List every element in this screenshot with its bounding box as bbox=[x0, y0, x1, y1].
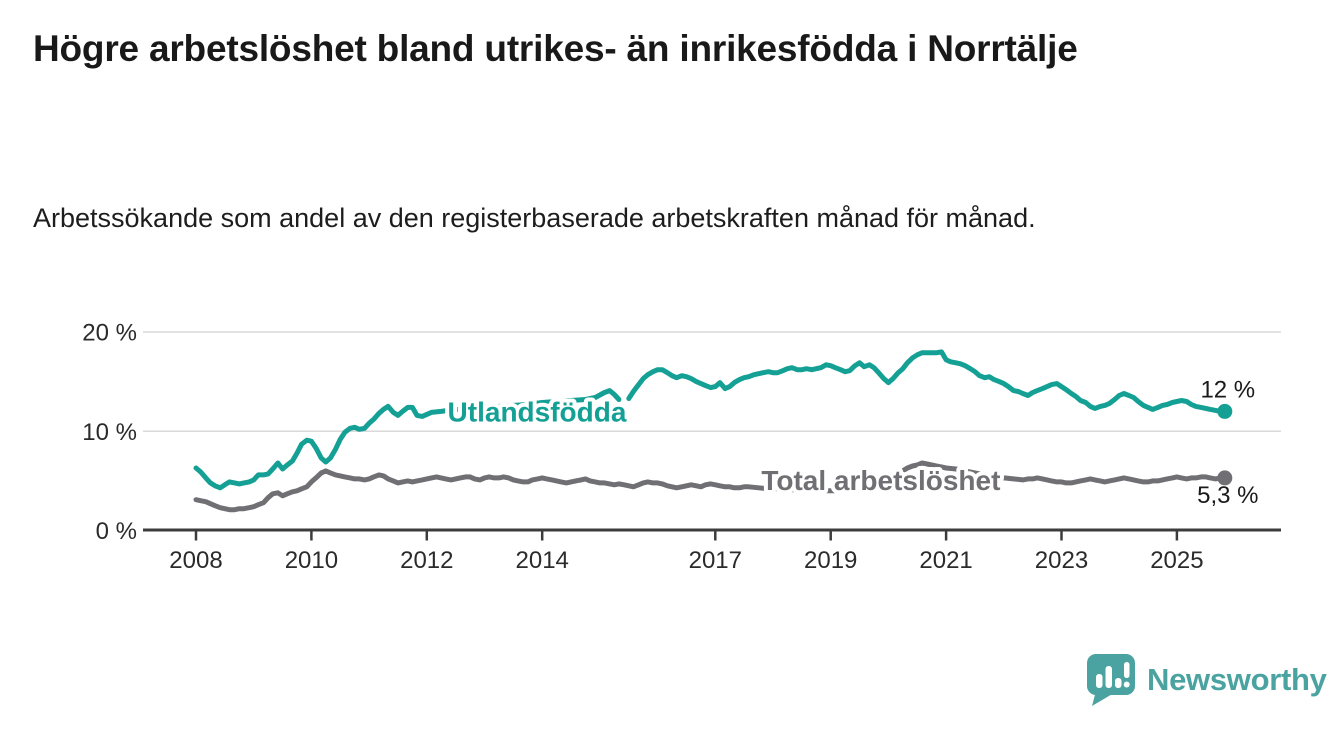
series-label-utlandsfodda: Utlandsfödda bbox=[448, 396, 627, 427]
x-tick-label-2010: 2010 bbox=[285, 547, 338, 574]
y-tick-label-0pct: 0 % bbox=[96, 518, 137, 545]
end-dot-total-arbetsloshet bbox=[1217, 470, 1233, 486]
x-tick-label-2021: 2021 bbox=[919, 547, 972, 574]
chart-subtitle: Arbetssökande som andel av den registerb… bbox=[33, 203, 1036, 233]
end-dot-utlandsfodda bbox=[1217, 403, 1233, 419]
x-tick-label-2019: 2019 bbox=[804, 547, 857, 574]
x-tick-label-2023: 2023 bbox=[1035, 547, 1088, 574]
chart-title: Högre arbetslöshet bland utrikes- än inr… bbox=[33, 28, 1078, 69]
series-label-total-arbetsloshet: Total arbetslöshet bbox=[761, 465, 1000, 496]
series-line-utlandsfodda-seg1 bbox=[193, 388, 622, 491]
end-value-label-utlandsfodda: 12 % bbox=[1200, 376, 1255, 403]
newsworthy-brand: Newsworthy bbox=[1085, 653, 1327, 707]
x-tick-label-2025: 2025 bbox=[1150, 547, 1203, 574]
y-tick-label-20pct: 20 % bbox=[82, 320, 137, 347]
x-tick-label-2012: 2012 bbox=[400, 547, 453, 574]
exclamation-glyph bbox=[1123, 662, 1130, 688]
newsworthy-logo-icon bbox=[1087, 654, 1135, 706]
x-tick-label-2014: 2014 bbox=[516, 547, 569, 574]
end-value-label-total-arbetsloshet: 5,3 % bbox=[1197, 482, 1258, 509]
series-line-total-arbetsloshet bbox=[193, 460, 1228, 513]
bar-chart-glyph bbox=[1096, 666, 1122, 688]
x-tick-label-2017: 2017 bbox=[689, 547, 742, 574]
y-tick-label-10pct: 10 % bbox=[82, 419, 137, 446]
x-tick-label-2008: 2008 bbox=[169, 547, 222, 574]
newsworthy-wordmark: Newsworthy bbox=[1147, 662, 1327, 697]
series-line-utlandsfodda-seg2 bbox=[626, 349, 1228, 414]
